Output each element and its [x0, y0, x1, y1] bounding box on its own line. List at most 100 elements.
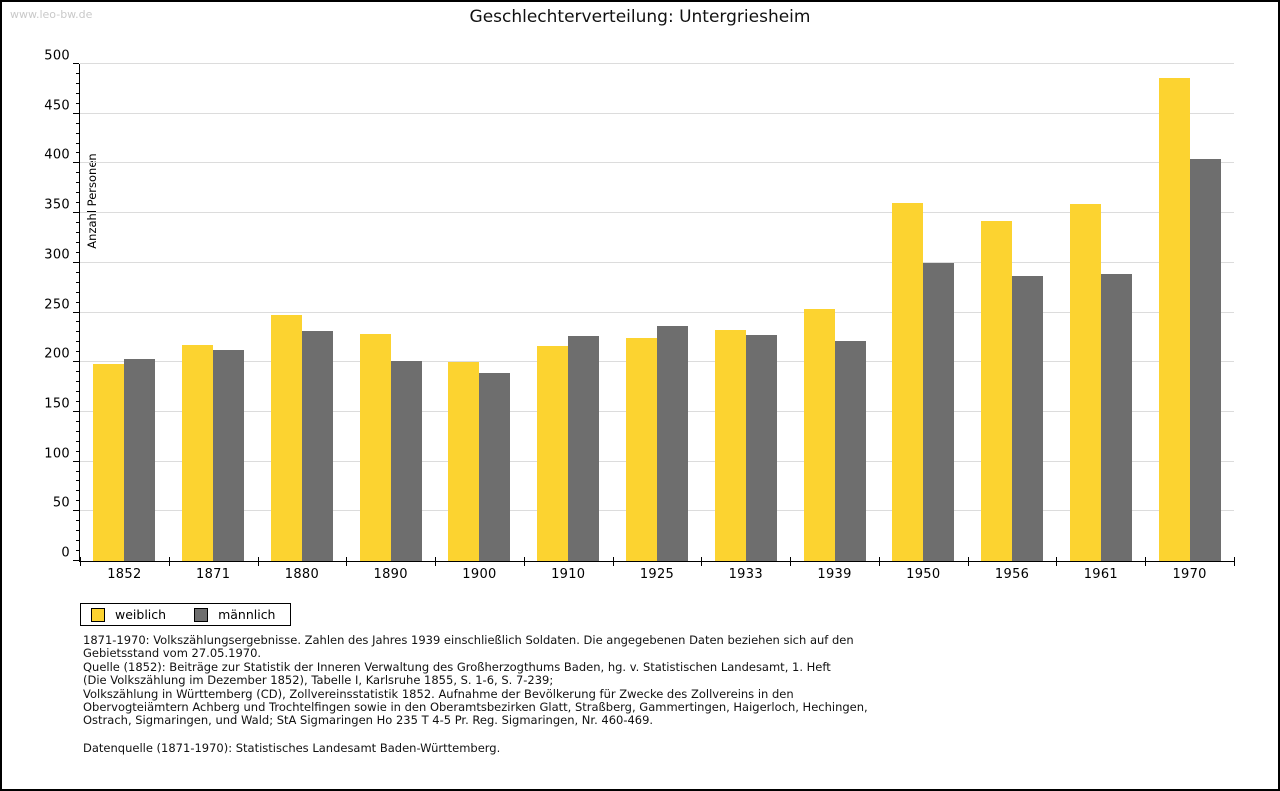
bar-männlich-1970: [1189, 159, 1221, 561]
y-minor-tick-120: [76, 440, 79, 442]
y-tick-label-500: 500: [44, 48, 70, 64]
bar-weiblich-1871: [182, 345, 214, 561]
y-major-tick-500: [73, 63, 79, 64]
bar-group-1880: [258, 64, 347, 561]
legend-item-männlich: männlich: [194, 607, 275, 622]
y-minor-tick-40: [76, 520, 79, 522]
x-tick-label-1956: 1956: [994, 567, 1030, 582]
y-tick-label-300: 300: [44, 247, 70, 263]
y-minor-tick-230: [76, 331, 79, 333]
bar-männlich-1890: [390, 361, 422, 561]
y-minor-tick-80: [76, 480, 79, 482]
datasource-note: Datenquelle (1871-1970): Statistisches L…: [83, 741, 501, 755]
y-minor-tick-190: [76, 371, 79, 373]
y-major-tick-450: [73, 112, 79, 114]
y-minor-tick-210: [76, 351, 79, 353]
bar-männlich-1871: [213, 350, 245, 561]
bar-weiblich-1890: [359, 334, 391, 561]
bar-weiblich-1880: [270, 314, 302, 561]
y-minor-tick-360: [76, 202, 79, 204]
bar-männlich-1910: [568, 336, 600, 561]
y-minor-tick-280: [76, 281, 79, 283]
legend-swatch-männlich: [194, 607, 209, 622]
gridline-y-400: [80, 162, 1234, 164]
x-tick-label-1871: 1871: [196, 567, 231, 582]
x-boundary-tick-12: [1145, 557, 1147, 566]
y-major-tick-350: [73, 212, 79, 214]
plot-area: Anzahl Personen 0 50 100 150 200 250 300 350 400…: [44, 49, 1235, 582]
x-boundary-tick-8: [790, 557, 792, 566]
y-minor-tick-240: [76, 321, 79, 323]
chart-title: Geschlechterverteilung: Untergriesheim: [469, 7, 811, 27]
y-minor-tick-380: [76, 182, 79, 184]
bar-weiblich-1925: [625, 338, 657, 561]
bar-weiblich-1961: [1069, 204, 1101, 561]
x-tick-label-1961: 1961: [1083, 567, 1118, 582]
x-tick-label-1910: 1910: [551, 567, 586, 582]
y-minor-tick-320: [76, 241, 79, 243]
y-minor-tick-130: [76, 430, 79, 432]
legend-label-weiblich: weiblich: [115, 607, 167, 622]
bar-weiblich-1956: [981, 221, 1013, 561]
gridline-y-500: [80, 63, 1234, 64]
y-minor-tick-420: [76, 142, 79, 144]
bar-group-1933: [701, 64, 790, 561]
y-minor-tick-60: [76, 500, 79, 502]
x-boundary-tick-5: [523, 557, 525, 566]
y-tick-label-200: 200: [44, 346, 70, 362]
x-tick-label-1890: 1890: [373, 567, 408, 582]
y-tick-label-50: 50: [52, 495, 70, 511]
y-minor-tick-470: [76, 92, 79, 94]
legend: weiblich männlich: [80, 603, 291, 626]
bar-group-1900: [435, 64, 524, 561]
footnote-line-7: Ostrach, Sigmaringen, und Wald; StA Sigm…: [83, 713, 654, 728]
y-minor-tick-220: [76, 341, 79, 343]
y-major-tick-100: [73, 460, 79, 462]
x-boundary-tick-6: [612, 557, 614, 566]
y-tick-label-0: 0: [61, 545, 70, 561]
bar-group-1956: [968, 64, 1057, 561]
y-minor-tick-340: [76, 222, 79, 224]
x-boundary-tick-11: [1056, 557, 1058, 566]
y-minor-tick-480: [76, 82, 79, 84]
gridline-y-250: [80, 311, 1234, 313]
y-minor-tick-170: [76, 391, 79, 393]
y-major-tick-0: [73, 560, 79, 561]
x-tick-label-1852: 1852: [107, 567, 142, 582]
bar-group-1871: [169, 64, 258, 561]
y-minor-tick-290: [76, 271, 79, 273]
y-tick-label-450: 450: [44, 98, 70, 114]
bar-group-1970: [1145, 64, 1234, 561]
y-major-tick-200: [73, 361, 79, 363]
y-tick-label-100: 100: [44, 446, 70, 462]
y-minor-tick-180: [76, 381, 79, 383]
y-minor-tick-490: [76, 72, 79, 74]
y-tick-label-400: 400: [44, 147, 70, 163]
legend-item-weiblich: weiblich: [91, 607, 166, 622]
bar-weiblich-1939: [803, 308, 835, 561]
y-minor-tick-460: [76, 102, 79, 104]
y-major-tick-300: [73, 261, 79, 263]
x-tick-label-1925: 1925: [639, 567, 675, 582]
footnote-line-4: (Die Volkszählung im Dezember 1852), Tab…: [83, 673, 554, 688]
y-major-tick-250: [73, 311, 79, 313]
bar-group-1910: [524, 64, 613, 561]
x-boundary-tick-7: [701, 557, 703, 566]
bar-männlich-1925: [656, 326, 688, 561]
bar-weiblich-1933: [714, 330, 746, 561]
y-minor-tick-160: [76, 400, 79, 402]
bar-männlich-1880: [301, 331, 333, 561]
y-minor-tick-20: [76, 540, 79, 542]
x-tick-label-1880: 1880: [284, 567, 320, 582]
bar-männlich-1933: [745, 335, 777, 561]
y-minor-tick-110: [76, 450, 79, 452]
y-major-tick-50: [73, 510, 79, 512]
y-minor-tick-10: [76, 550, 79, 552]
bar-männlich-1961: [1100, 273, 1132, 561]
x-boundary-tick-0: [80, 557, 81, 566]
x-tick-label-1950: 1950: [906, 567, 941, 582]
bar-weiblich-1950: [892, 203, 924, 561]
x-boundary-tick-1: [168, 557, 170, 566]
footnotes: 1871-1970: Volkszählungsergebnisse. Zahl…: [83, 633, 923, 728]
x-boundary-tick-4: [435, 557, 437, 566]
